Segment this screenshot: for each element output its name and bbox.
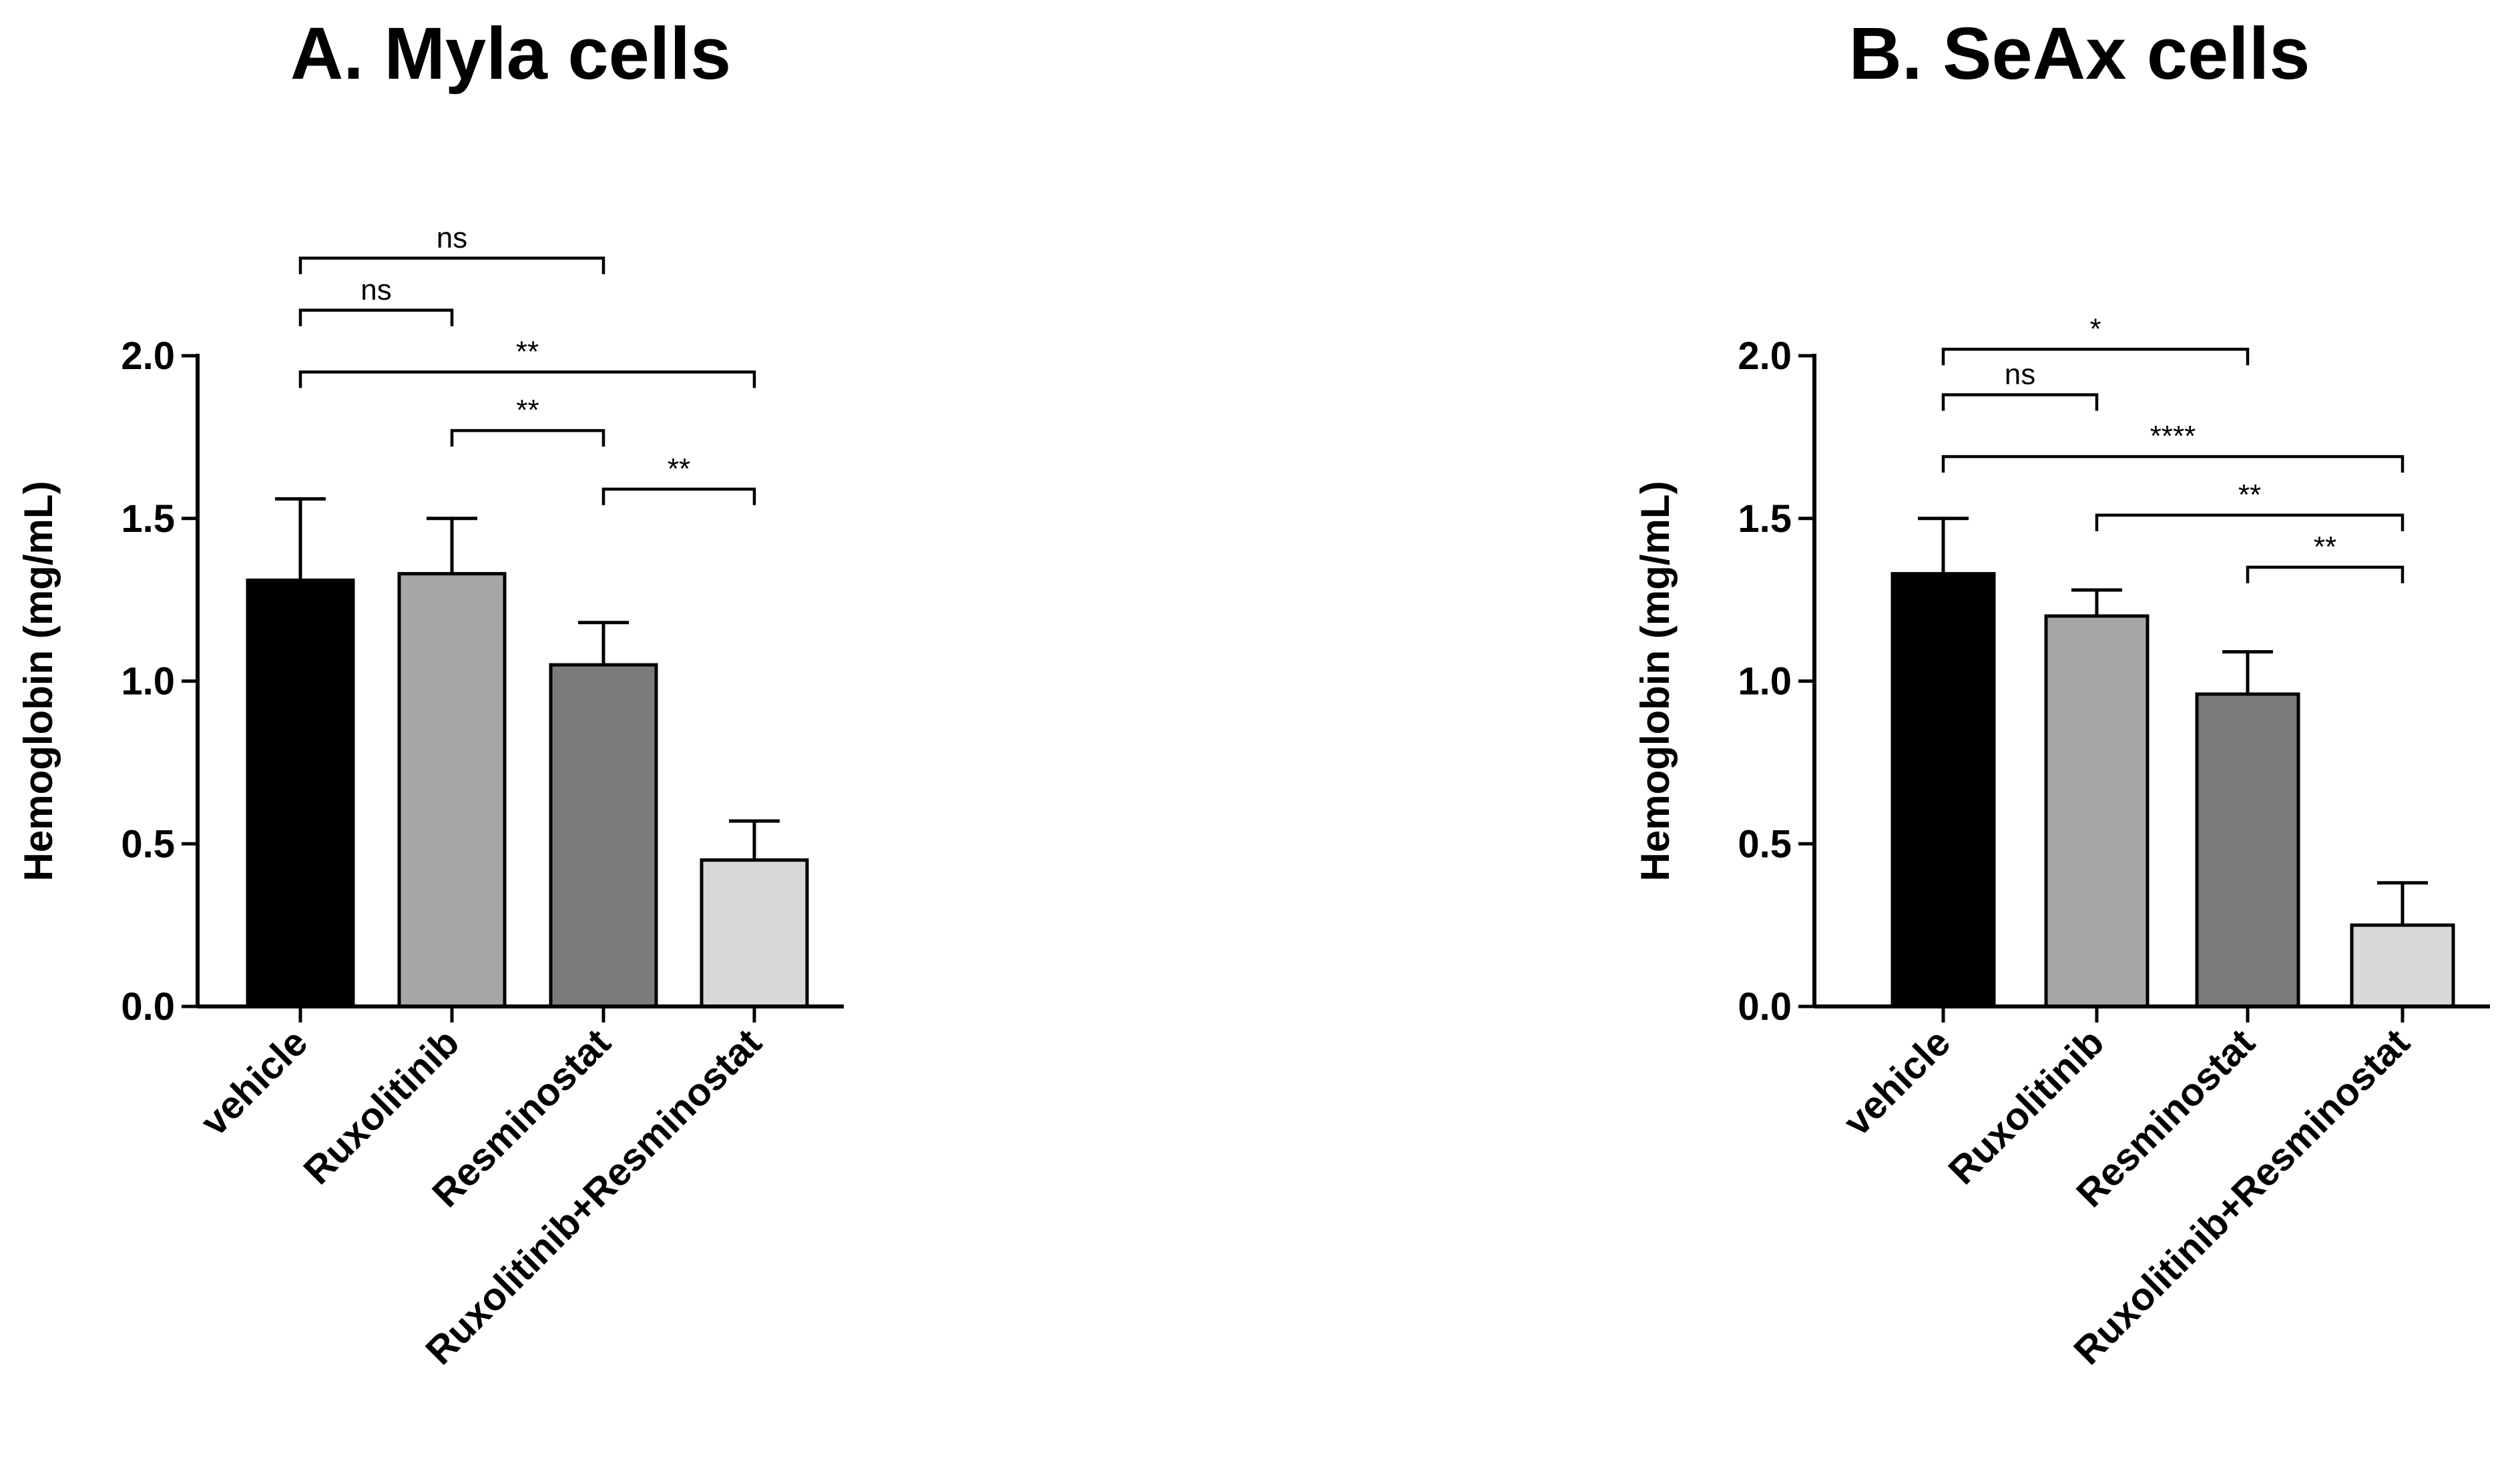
significance-bracket xyxy=(298,370,756,388)
significance-label: ** xyxy=(668,453,690,485)
significance-label: ns xyxy=(437,222,467,254)
y-axis-label: Hemoglobin (mg/mL) xyxy=(1633,481,1678,882)
significance-bracket xyxy=(1941,393,2099,411)
y-tick-label: 1.0 xyxy=(1738,660,1792,703)
bar-vehicle xyxy=(246,578,355,1008)
significance-bracket xyxy=(601,487,756,505)
significance-bracket xyxy=(1941,348,2250,366)
significance-bracket xyxy=(450,428,605,447)
bar-ruxolitinib xyxy=(397,572,507,1008)
panel-myla-cells: A. Myla cells Hemoglobin (mg/mL) 0.0 0.5 1.0… xyxy=(16,13,844,1373)
y-tick-label: 1.5 xyxy=(1738,497,1792,541)
y-tick-label: 2.0 xyxy=(1738,334,1792,378)
significance-label: ** xyxy=(2238,479,2261,511)
bar-ruxolitinib-resminostat xyxy=(2350,923,2455,1008)
significance-bracket xyxy=(1941,455,2405,473)
chart-title: A. Myla cells xyxy=(290,13,731,95)
y-tick-label: 1.0 xyxy=(121,660,175,703)
y-tick-label: 0.5 xyxy=(121,822,175,866)
bar-resminostat xyxy=(2195,692,2300,1008)
y-tick-label: 2.0 xyxy=(121,334,175,378)
x-tick-label-vehicle: vehicle xyxy=(1835,1020,1959,1144)
significance-label: ** xyxy=(516,394,539,426)
significance-bracket xyxy=(2095,513,2405,531)
x-tick-label-vehicle: vehicle xyxy=(192,1020,316,1144)
panel-seax-cells: B. SeAx cells Hemoglobin (mg/mL) 0.0 0.5 1.0… xyxy=(1633,13,2490,1373)
significance-label: ** xyxy=(2314,531,2336,563)
y-tick-label: 1.5 xyxy=(121,497,175,541)
y-axis-label: Hemoglobin (mg/mL) xyxy=(16,481,61,882)
significance-label: ns xyxy=(2005,358,2035,391)
bar-vehicle xyxy=(1891,572,1996,1008)
significance-label: * xyxy=(2089,312,2101,345)
significance-label: **** xyxy=(2150,420,2196,453)
y-tick-label: 0.5 xyxy=(1738,822,1792,866)
significance-label: ns xyxy=(360,274,391,306)
bar-resminostat xyxy=(549,663,658,1008)
bar-ruxolitinib xyxy=(2044,614,2150,1008)
significance-bracket xyxy=(298,308,454,326)
chart-title: B. SeAx cells xyxy=(1849,13,2310,95)
y-tick-label: 0.0 xyxy=(1738,985,1792,1028)
significance-bracket xyxy=(2246,565,2405,583)
x-tick-label-ruxolitinib-resminostat: Ruxolitinib+Resminostat xyxy=(2065,1020,2418,1373)
significance-bracket xyxy=(298,256,605,274)
significance-label: ** xyxy=(516,335,539,368)
y-tick-label: 0.0 xyxy=(121,985,175,1028)
bar-ruxolitinib-resminostat xyxy=(700,858,809,1008)
